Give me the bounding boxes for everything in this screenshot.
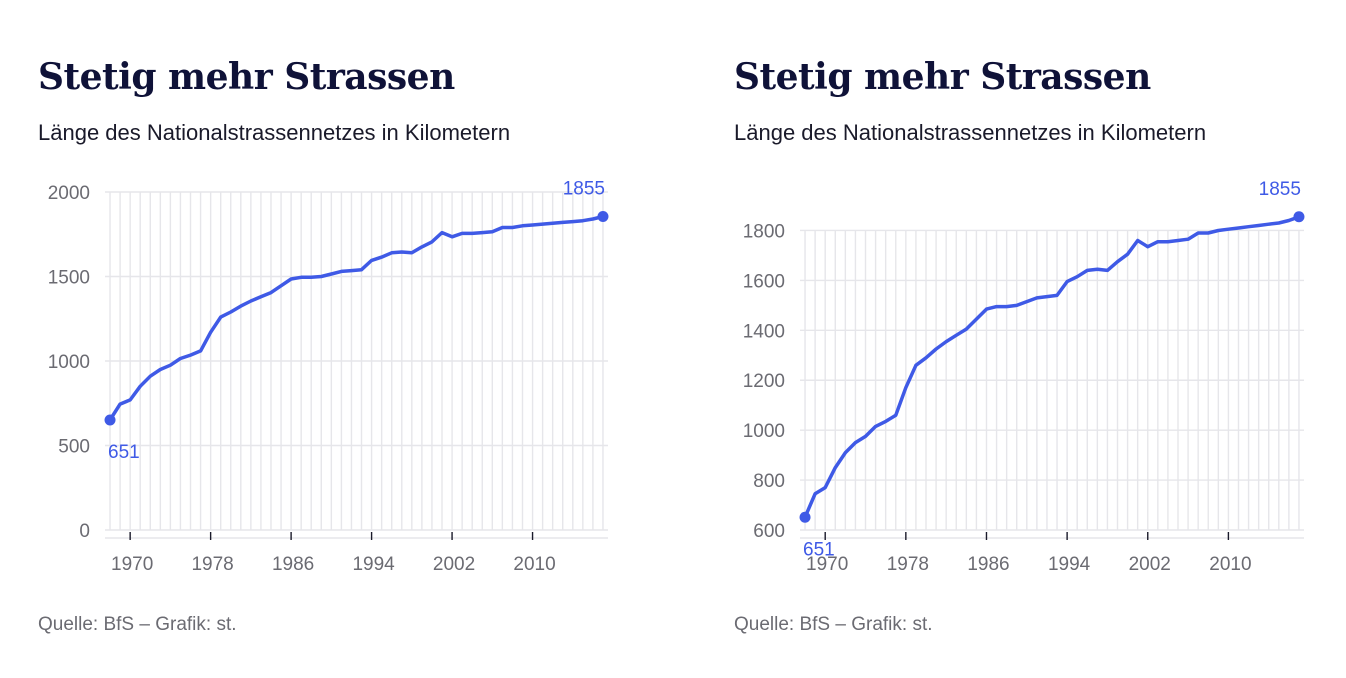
line-chart-linear-axis: 0 500 1000 1500 2000 1970 1978 1986 1994 2002 2010…: [48, 179, 609, 575]
x-tick-label: 2010: [1209, 554, 1251, 575]
y-tick-label: 1400: [743, 321, 785, 342]
y-tick-label: 1000: [743, 421, 785, 442]
x-tick-label: 2002: [433, 554, 475, 575]
data-label: 651: [108, 442, 140, 463]
chart-source: Quelle: BfS – Grafik: st.: [38, 614, 237, 635]
x-tick-label: 2010: [513, 554, 555, 575]
endpoint-marker: [799, 511, 811, 523]
series-line: [108, 214, 605, 422]
y-tick-label: 1200: [743, 371, 785, 392]
chart-title: Stetig mehr Strassen: [38, 56, 455, 98]
endpoint-marker: [1293, 211, 1305, 223]
y-tick-label: 2000: [48, 183, 90, 204]
series-line: [803, 215, 1301, 520]
y-tick-label: 1500: [48, 268, 90, 289]
data-label: 1855: [563, 179, 605, 200]
data-label: 1855: [1259, 179, 1301, 200]
x-tick-label: 1978: [191, 554, 233, 575]
grid-lines: [105, 191, 608, 531]
y-tick-label: 1000: [48, 352, 90, 373]
y-tick-label: 500: [58, 437, 90, 458]
chart-subtitle: Länge des Nationalstrassennetzes in Kilo…: [38, 120, 511, 145]
chart-title: Stetig mehr Strassen: [734, 56, 1151, 98]
grid-lines: [800, 229, 1304, 531]
chart-source: Quelle: BfS – Grafik: st.: [734, 614, 933, 635]
x-tick-label: 1986: [967, 554, 1009, 575]
endpoint-marker: [104, 414, 116, 426]
x-tick-label: 1970: [806, 554, 848, 575]
x-tick-label: 1970: [111, 554, 153, 575]
x-tick-label: 1978: [887, 554, 929, 575]
x-tick-label: 1994: [1048, 554, 1091, 575]
chart-panel-left: Stetig mehr Strassen Länge des Nationals…: [38, 0, 678, 678]
endpoint-marker: [597, 211, 609, 223]
x-tick-label: 2002: [1129, 554, 1171, 575]
y-tick-label: 800: [753, 471, 785, 492]
y-tick-label: 1600: [743, 271, 785, 292]
y-tick-label: 600: [753, 521, 785, 542]
y-tick-label: 1800: [743, 221, 785, 242]
line-chart-zoomed-axis: 600 800 1000 1200 1400 1600 1800 1970 1978 1986 19…: [743, 179, 1305, 575]
x-tick-label: 1994: [352, 554, 395, 575]
chart-subtitle: Länge des Nationalstrassennetzes in Kilo…: [734, 120, 1207, 145]
chart-panel-right: Stetig mehr Strassen Länge des Nationals…: [734, 0, 1346, 678]
data-label: 651: [803, 539, 835, 560]
y-tick-label: 0: [79, 521, 90, 542]
x-tick-label: 1986: [272, 554, 314, 575]
